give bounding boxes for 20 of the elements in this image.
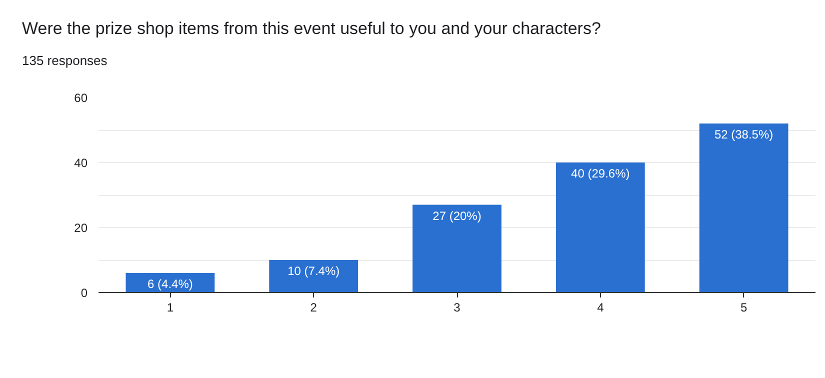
bar xyxy=(412,204,502,292)
x-tick-label: 5 xyxy=(740,300,748,314)
bar xyxy=(556,162,645,292)
x-tick-label: 4 xyxy=(597,300,604,314)
bar xyxy=(699,124,788,292)
data-label: 10 (7.4%) xyxy=(288,264,340,278)
data-label: 40 (29.6%) xyxy=(571,166,630,180)
x-tick-label: 1 xyxy=(166,300,174,314)
x-tick-label: 3 xyxy=(454,300,461,314)
bar xyxy=(269,260,358,292)
chart-subtitle: 135 responses xyxy=(22,52,108,70)
y-tick-label: 20 xyxy=(74,221,88,235)
y-tick-label: 60 xyxy=(74,91,88,105)
data-label: 6 (4.4%) xyxy=(148,277,193,291)
data-label: 27 (20%) xyxy=(432,208,482,223)
x-tick-label: 2 xyxy=(310,300,318,314)
y-tick-label: 0 xyxy=(80,286,88,300)
data-label: 52 (38.5%) xyxy=(714,128,774,142)
chart-title: Were the prize shop items from this event useful to you and your characters? xyxy=(22,18,601,40)
y-tick-label: 40 xyxy=(74,156,88,170)
